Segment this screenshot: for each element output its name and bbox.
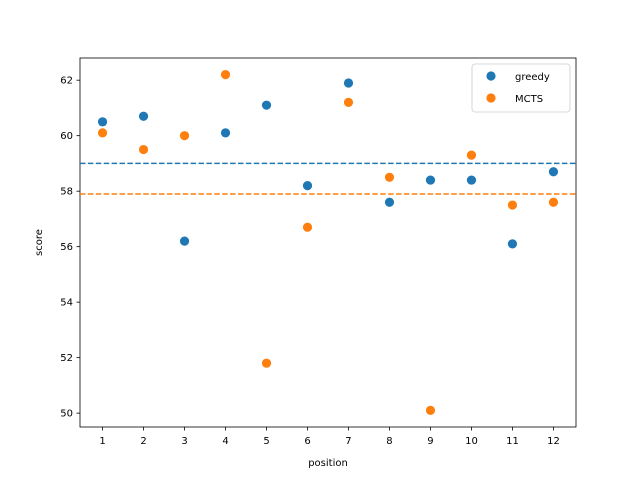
- y-tick-label: 54: [60, 298, 73, 309]
- x-tick-label: 12: [547, 436, 560, 447]
- data-point-mcts: [97, 128, 108, 138]
- y-tick-label: 60: [60, 131, 73, 142]
- y-tick-label: 58: [60, 187, 73, 198]
- x-tick-label: 10: [465, 436, 478, 447]
- legend-label-greedy: greedy: [515, 72, 550, 83]
- x-tick-label: 9: [427, 436, 433, 447]
- data-point-mcts: [343, 97, 354, 107]
- y-tick-label: 56: [60, 242, 73, 253]
- data-point-mcts: [261, 358, 272, 368]
- x-tick-label: 8: [386, 436, 392, 447]
- legend-marker-greedy: [486, 71, 496, 81]
- data-point-mcts: [138, 144, 149, 155]
- data-point-greedy: [343, 78, 354, 88]
- legend-marker-mcts: [486, 93, 496, 103]
- data-point-greedy: [220, 128, 231, 138]
- legend: greedy MCTS: [471, 63, 571, 113]
- data-point-mcts: [384, 172, 395, 182]
- legend-label-mcts: MCTS: [515, 94, 543, 105]
- data-point-greedy: [425, 175, 436, 185]
- data-point-mcts: [425, 405, 436, 415]
- x-tick-label: 6: [304, 436, 310, 447]
- x-tick-label: 1: [99, 436, 105, 447]
- data-point-greedy: [302, 181, 313, 191]
- data-point-greedy: [138, 111, 149, 121]
- data-point-greedy: [97, 117, 108, 127]
- data-point-greedy: [507, 239, 518, 249]
- axes-frame: [79, 57, 577, 428]
- x-axis-label: position: [308, 458, 348, 469]
- data-point-mcts: [302, 222, 313, 232]
- x-tick-label: 5: [263, 436, 269, 447]
- data-point-mcts: [220, 70, 231, 80]
- y-axis-label: score: [34, 229, 45, 256]
- x-tick-label: 7: [345, 436, 351, 447]
- y-tick-label: 52: [60, 353, 73, 364]
- data-point-greedy: [384, 197, 395, 207]
- data-point-greedy: [179, 236, 190, 246]
- data-point-greedy: [466, 175, 477, 185]
- data-point-mcts: [548, 197, 559, 207]
- data-point-mcts: [466, 150, 477, 160]
- legend-box: [471, 63, 571, 113]
- x-tick-label: 3: [181, 436, 187, 447]
- data-point-mcts: [507, 200, 518, 210]
- x-tick-label: 4: [222, 436, 228, 447]
- y-tick-label: 50: [60, 409, 73, 420]
- x-tick-label: 2: [140, 436, 146, 447]
- x-tick-label: 11: [506, 436, 519, 447]
- data-point-mcts: [179, 131, 190, 141]
- y-tick-label: 62: [60, 76, 73, 87]
- data-point-greedy: [548, 167, 559, 177]
- data-point-greedy: [261, 100, 272, 110]
